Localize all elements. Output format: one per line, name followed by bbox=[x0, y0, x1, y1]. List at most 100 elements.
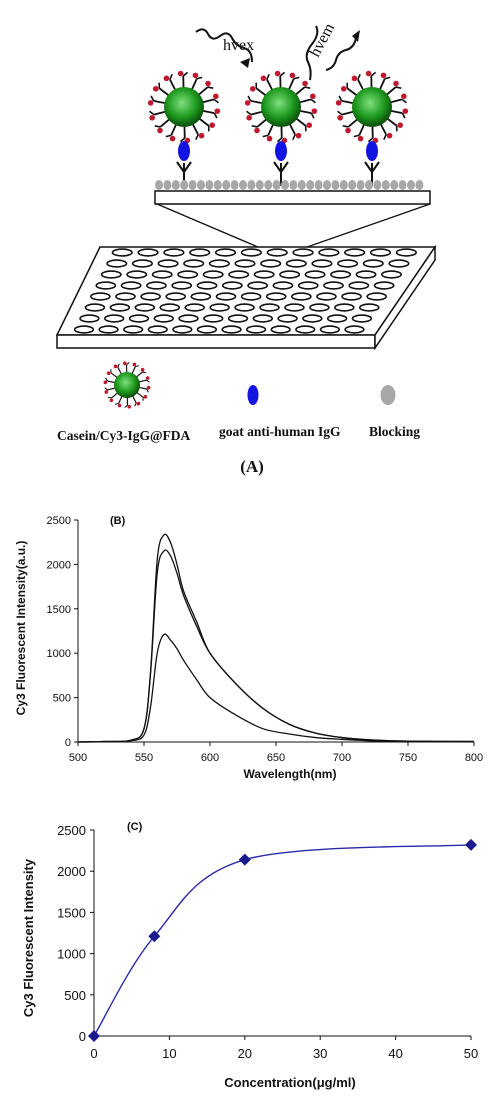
microplate-well bbox=[227, 314, 249, 323]
legend-antibody-label: goat anti-human IgG bbox=[219, 424, 341, 439]
blocking-bead bbox=[356, 180, 365, 190]
casein-strand bbox=[287, 78, 295, 91]
microplate-well bbox=[316, 292, 337, 301]
cy3-dye-marker bbox=[335, 100, 342, 106]
microplate-well bbox=[309, 303, 330, 312]
microplate-well bbox=[153, 314, 174, 323]
casein-branch bbox=[310, 112, 315, 119]
casein-strand bbox=[267, 123, 275, 136]
cy3-dye-marker bbox=[127, 404, 132, 409]
microplate-well bbox=[351, 314, 373, 323]
panel-c-data-point bbox=[465, 838, 477, 851]
antibody-icon bbox=[366, 141, 378, 161]
microplate-well bbox=[189, 248, 211, 257]
blocking-bead bbox=[306, 180, 315, 190]
blocking-bead bbox=[390, 180, 399, 190]
casein-branch bbox=[165, 134, 172, 138]
microplate-well bbox=[341, 292, 362, 301]
cy3-dye-marker bbox=[209, 122, 216, 128]
casein-strand bbox=[138, 379, 147, 383]
cy3-dye-marker bbox=[246, 114, 252, 121]
casein-strand bbox=[159, 117, 171, 128]
blocking-bead bbox=[188, 180, 197, 190]
blocking-bead bbox=[407, 180, 415, 190]
casein-strand bbox=[197, 86, 209, 97]
panel-c-xlabel: Concentration(μg/ml) bbox=[224, 1075, 355, 1090]
blocking-bead bbox=[155, 180, 163, 190]
cy3-dye-marker bbox=[109, 398, 114, 403]
casein-branch bbox=[401, 98, 407, 104]
microplate-well bbox=[323, 281, 344, 290]
microplate-well bbox=[272, 281, 294, 290]
capture-antibody-arm bbox=[183, 161, 192, 173]
blocking-bead bbox=[398, 180, 407, 190]
casein-strand bbox=[347, 117, 359, 128]
casein-strand bbox=[341, 110, 355, 116]
blocking-bead bbox=[222, 180, 231, 190]
microplate-well bbox=[395, 248, 417, 257]
panel-c-ylabel: Cy3 Fluorescent Intensity bbox=[21, 858, 36, 1017]
casein-strand bbox=[153, 99, 167, 105]
casein-strand bbox=[294, 86, 306, 97]
antibody-icon bbox=[178, 141, 190, 161]
microplate-well bbox=[265, 292, 287, 301]
casein-branch bbox=[207, 86, 214, 89]
casein-branch bbox=[266, 73, 270, 80]
nanoparticle-icon bbox=[335, 70, 409, 144]
legend-nanoparticle-label: Casein/Cy3-IgG@FDA bbox=[57, 428, 191, 443]
microplate-well bbox=[334, 303, 355, 312]
panel-b-x-tick-label: 700 bbox=[333, 752, 351, 764]
zoom-line-right bbox=[289, 203, 431, 254]
zoom-line-left bbox=[156, 203, 273, 254]
nanoparticle-icon bbox=[244, 70, 318, 144]
casein-branch bbox=[337, 110, 343, 116]
cy3-dye-marker bbox=[146, 385, 151, 390]
casein-branch bbox=[124, 404, 128, 408]
microplate-well bbox=[106, 259, 128, 268]
casein-branch bbox=[115, 402, 119, 405]
cy3-dye-marker bbox=[244, 100, 251, 106]
cy3-dye-marker bbox=[157, 127, 163, 134]
cy3-dye-marker bbox=[311, 108, 318, 114]
cy3-dye-marker bbox=[103, 380, 108, 385]
casein-strand bbox=[118, 395, 123, 404]
microplate-well bbox=[366, 292, 388, 301]
cy3-dye-marker bbox=[386, 132, 393, 139]
microplate-well bbox=[104, 314, 125, 323]
microplate-well bbox=[259, 303, 280, 312]
cy3-dye-marker bbox=[380, 72, 387, 79]
casein-strand bbox=[190, 78, 198, 91]
cy3-dye-marker bbox=[357, 135, 364, 142]
casein-branch bbox=[196, 76, 203, 80]
cy3-dye-marker bbox=[152, 86, 159, 92]
panel-c-fit-line bbox=[93, 844, 472, 1037]
cy3-dye-marker bbox=[104, 390, 109, 394]
casein-strand bbox=[170, 123, 178, 136]
blocking-bead bbox=[180, 180, 189, 190]
cy3-dye-marker bbox=[145, 376, 150, 380]
casein-strand bbox=[201, 109, 215, 115]
casein-branch bbox=[293, 76, 300, 80]
cy3-dye-marker bbox=[163, 75, 170, 82]
microplate-well bbox=[318, 248, 340, 257]
microplate-well bbox=[234, 303, 255, 312]
cy3-dye-marker bbox=[365, 70, 372, 77]
microplate-well bbox=[100, 270, 122, 279]
casein-branch bbox=[304, 86, 311, 89]
casein-strand bbox=[250, 110, 264, 116]
casein-branch bbox=[370, 71, 377, 77]
microplate-well bbox=[178, 314, 199, 323]
panel-c-y-tick-label: 0 bbox=[79, 1029, 86, 1044]
casein-strand bbox=[379, 122, 387, 136]
blocking-bead bbox=[415, 180, 424, 190]
cy3-dye-marker bbox=[295, 132, 302, 139]
microplate-well bbox=[359, 303, 380, 312]
casein-branch bbox=[149, 110, 155, 116]
microplate-well bbox=[126, 270, 148, 279]
cy3-dye-marker bbox=[147, 100, 154, 106]
casein-branch bbox=[179, 137, 186, 143]
casein-branch bbox=[117, 363, 120, 368]
particle-core bbox=[114, 372, 140, 398]
microplate-well bbox=[84, 303, 106, 312]
microplate-well bbox=[381, 270, 402, 279]
